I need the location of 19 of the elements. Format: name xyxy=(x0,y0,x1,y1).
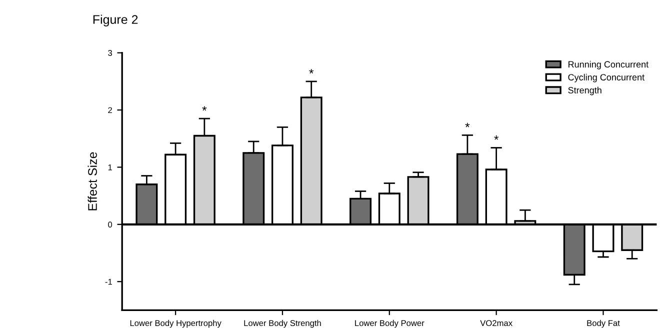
y-axis-title: Effect Size xyxy=(88,152,97,210)
x-tick-label: VO2max xyxy=(480,320,512,326)
x-tick-label: Lower Body Hypertrophy xyxy=(130,320,222,328)
y-tick-label: 1 xyxy=(108,164,112,170)
data-label: * xyxy=(202,106,207,111)
x-tick-label: Body Fat xyxy=(587,320,620,328)
y-tick-label: 2 xyxy=(108,107,112,114)
legend-label: Strength xyxy=(568,86,602,96)
x-tick-label: Lower Body Power xyxy=(355,320,424,328)
x-tick-label: Lower Body Strength xyxy=(244,320,321,328)
legend-label: Cycling Concurrent xyxy=(568,74,644,82)
data-label: * xyxy=(465,122,470,128)
data-label: * xyxy=(494,135,499,140)
legend-label: Running Concurrent xyxy=(568,60,649,70)
y-tick-label: 3 xyxy=(108,50,112,56)
data-label: * xyxy=(309,69,314,74)
y-tick-label: -1 xyxy=(105,278,112,285)
y-tick-label: 0 xyxy=(108,222,112,228)
chart-title: Figure 2 xyxy=(93,14,138,26)
